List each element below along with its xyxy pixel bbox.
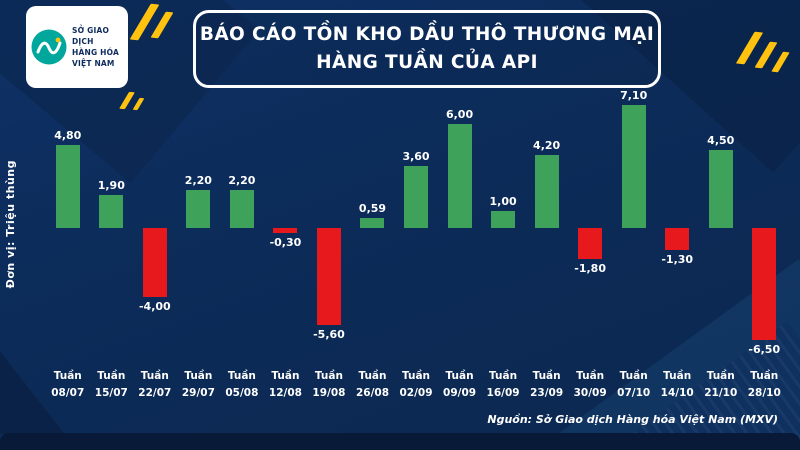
x-tick-label: Tuần 15/07 (94, 370, 128, 399)
bar-positive (99, 195, 124, 228)
x-tick-label: Tuần 23/09 (530, 370, 564, 399)
bar-positive (186, 189, 211, 228)
x-tick-label: Tuần 14/10 (660, 370, 694, 399)
bar-value-label: -0,30 (269, 236, 302, 250)
yellow-slash-icon (754, 41, 778, 69)
bar-value-label: -5,60 (313, 327, 345, 341)
bar-value-label: 4,20 (533, 139, 561, 153)
x-tick-label: Tuần 21/10 (704, 370, 738, 399)
bar-negative (316, 228, 341, 325)
chart-title-line1: BÁO CÁO TỒN KHO DẦU THÔ THƯƠNG MẠI (199, 24, 655, 46)
x-tick-label: Tuần 12/08 (268, 370, 302, 399)
x-tick-label: Tuần 22/07 (138, 370, 172, 399)
bar-positive (621, 105, 646, 228)
footer-bar (0, 433, 800, 450)
bar-positive (229, 189, 254, 228)
chart-title-line2: HÀNG TUẦN CỦA API (316, 52, 538, 73)
bar-value-label: 3,60 (402, 149, 430, 163)
bar-slot: 1,00 (481, 88, 525, 380)
bar-slot: 6,00 (438, 88, 482, 380)
bar-slot: 7,10 (612, 88, 656, 380)
bar-negative (578, 228, 603, 260)
bar-positive (55, 144, 80, 228)
bar-value-label: 4,80 (54, 128, 82, 142)
bar-slot: 0,59 (351, 88, 395, 380)
bar-slot: 4,80 (46, 88, 90, 380)
x-tick-label: Tuần 28/10 (747, 370, 781, 399)
logo-line: SỞ GIAO DỊCH (72, 25, 110, 46)
bar-negative (752, 228, 777, 341)
bar-value-label: -4,00 (138, 300, 171, 314)
bar-positive (491, 210, 516, 228)
x-tick-label: Tuần 07/10 (617, 370, 651, 399)
bar-negative (273, 228, 298, 234)
x-tick-label: Tuần 19/08 (312, 370, 346, 399)
bar-slot: -1,80 (568, 88, 612, 380)
bar-negative (665, 228, 690, 251)
chart-title-box: BÁO CÁO TỒN KHO DẦU THÔ THƯƠNG MẠI HÀNG … (193, 10, 661, 88)
bar-value-label: 2,20 (184, 173, 212, 187)
yellow-slash-icon (150, 11, 174, 39)
y-axis-unit-label: Đơn vị: Triệu thùng (4, 160, 17, 289)
bar-value-label: 0,59 (358, 201, 387, 215)
bar-slot: 1,90 (90, 88, 134, 380)
bar-slot: 4,50 (699, 88, 743, 380)
x-tick-label: Tuần 08/07 (51, 370, 85, 399)
logo-line: HÀNG HÓA (72, 48, 119, 57)
bar-slot: -0,30 (264, 88, 308, 380)
bar-positive (447, 124, 472, 228)
bar-value-label: 1,90 (97, 179, 125, 193)
x-tick-label: Tuần 30/09 (573, 370, 607, 399)
logo-line: VIỆT NAM (72, 59, 115, 69)
bar-chart-plot-area: 4,80 1,90 -4,00 2,20 2,20 -0,30 -5,60 0,59 3,60 6… (46, 88, 786, 380)
bar-slot: -5,60 (307, 88, 351, 380)
bar-negative (142, 228, 167, 298)
bar-positive (534, 155, 559, 228)
bar-positive (708, 150, 733, 228)
mxv-logo-icon (31, 29, 67, 65)
bar-value-label: 7,10 (620, 89, 648, 103)
bar-slot: -6,50 (743, 88, 787, 380)
bar-value-label: 2,20 (228, 173, 256, 187)
bar-positive (360, 217, 385, 228)
bar-value-label: -6,50 (748, 343, 781, 357)
bar-value-label: -1,80 (574, 262, 606, 276)
bar-value-label: 1,00 (489, 194, 517, 208)
bar-value-label: -1,30 (661, 253, 694, 267)
mxv-logo-text: SỞ GIAO DỊCH HÀNG HÓA VIỆT NAM (72, 25, 123, 70)
yellow-slash-icon (771, 51, 790, 73)
x-tick-label: Tuần 02/09 (399, 370, 433, 399)
x-tick-label: Tuần 26/08 (355, 370, 390, 399)
x-tick-label: Tuần 09/09 (443, 370, 477, 399)
bar-slot: 4,20 (525, 88, 569, 380)
bar-slot: -4,00 (133, 88, 177, 380)
bar-slot: 2,20 (177, 88, 221, 380)
bar-slot: -1,30 (655, 88, 699, 380)
x-tick-label: Tuần 29/07 (181, 370, 215, 399)
x-tick-label: Tuần 16/09 (486, 370, 520, 399)
source-note: Nguồn: Sở Giao dịch Hàng hóa Việt Nam (M… (487, 413, 778, 426)
bar-value-label: 6,00 (445, 108, 474, 122)
x-tick-label: Tuần 05/08 (225, 370, 259, 399)
bar-positive (404, 165, 429, 228)
bar-slot: 3,60 (394, 88, 438, 380)
mxv-logo: SỞ GIAO DỊCH HÀNG HÓA VIỆT NAM (26, 6, 128, 88)
x-axis-labels: Tuần 08/07 Tuần 15/07 Tuần 22/07 Tuần 29/07 Tuần… (46, 368, 786, 402)
bar-value-label: 4,50 (707, 134, 735, 148)
bar-slot: 2,20 (220, 88, 264, 380)
